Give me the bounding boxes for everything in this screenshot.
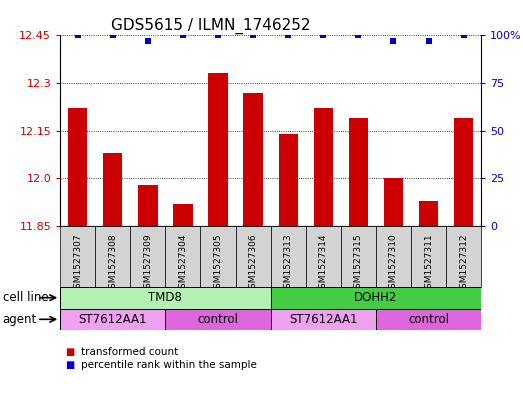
Text: GSM1527306: GSM1527306 [248,233,258,294]
Text: GSM1527305: GSM1527305 [213,233,222,294]
Text: GSM1527304: GSM1527304 [178,233,187,294]
Text: control: control [408,313,449,326]
Bar [376,226,411,287]
Bar [314,108,333,226]
Bar [244,92,263,226]
Text: GDS5615 / ILMN_1746252: GDS5615 / ILMN_1746252 [111,18,310,34]
Text: GSM1527307: GSM1527307 [73,233,82,294]
Bar [279,134,298,226]
Point [74,32,82,39]
Text: GSM1527312: GSM1527312 [459,233,468,294]
Bar [130,226,165,287]
Bar [384,178,403,226]
Bar [173,204,192,226]
Bar [454,118,473,226]
Point [249,32,257,39]
Text: percentile rank within the sample: percentile rank within the sample [81,360,257,371]
Bar [411,226,446,287]
Text: DOHH2: DOHH2 [354,291,397,304]
Text: agent: agent [3,313,37,326]
Bar [208,73,228,226]
Point [214,32,222,39]
Text: transformed count: transformed count [81,347,178,357]
Bar [200,226,235,287]
Text: GSM1527314: GSM1527314 [319,233,328,294]
Text: TMD8: TMD8 [149,291,183,304]
Text: GSM1527311: GSM1527311 [424,233,433,294]
Bar [271,309,376,330]
Text: control: control [198,313,238,326]
Bar [68,108,87,226]
Bar [376,309,481,330]
Text: GSM1527310: GSM1527310 [389,233,398,294]
Bar [138,185,157,226]
Point [144,38,152,44]
Text: GSM1527308: GSM1527308 [108,233,117,294]
Point [424,38,433,44]
Text: GSM1527309: GSM1527309 [143,233,152,294]
Bar [103,153,122,226]
Bar [165,309,271,330]
Bar [60,287,271,309]
Point [284,32,292,39]
Bar [60,226,95,287]
Bar [235,226,271,287]
Bar [419,200,438,226]
Bar [60,309,165,330]
Text: ST7612AA1: ST7612AA1 [78,313,147,326]
Point [319,32,327,39]
Bar [446,226,481,287]
Bar [349,118,368,226]
Bar [341,226,376,287]
Bar [306,226,341,287]
Text: ■: ■ [65,360,75,371]
Text: ■: ■ [65,347,75,357]
Bar [271,287,481,309]
Text: GSM1527315: GSM1527315 [354,233,363,294]
Point [459,32,468,39]
Point [354,32,362,39]
Bar [95,226,130,287]
Point [109,32,117,39]
Bar [271,226,306,287]
Text: ST7612AA1: ST7612AA1 [289,313,358,326]
Text: GSM1527313: GSM1527313 [283,233,293,294]
Text: cell line: cell line [3,291,48,304]
Bar [165,226,200,287]
Point [179,32,187,39]
Point [389,38,397,44]
